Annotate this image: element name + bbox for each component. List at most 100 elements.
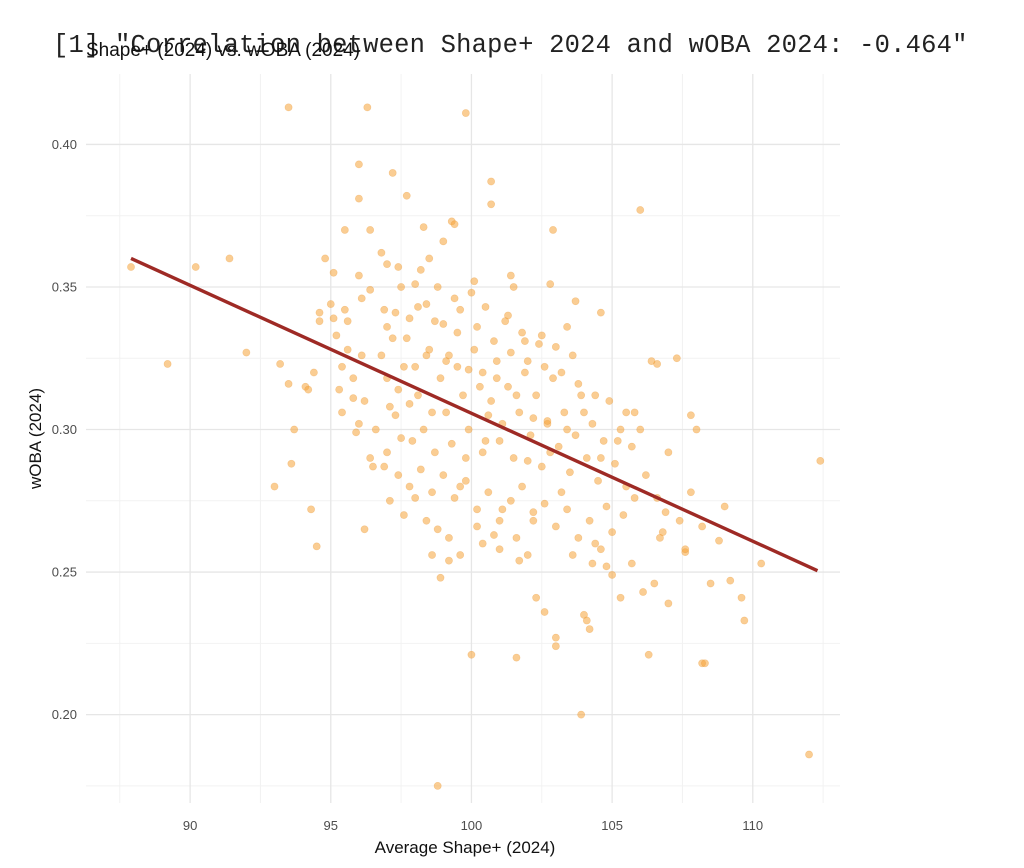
data-point <box>478 539 487 548</box>
data-point <box>357 294 366 303</box>
data-point <box>540 608 549 616</box>
data-point <box>484 411 493 420</box>
data-point <box>400 511 408 519</box>
data-point <box>419 425 428 434</box>
data-point <box>430 448 439 457</box>
data-point <box>445 533 453 542</box>
data-point <box>284 380 293 388</box>
data-point <box>726 576 735 585</box>
data-point <box>473 522 481 531</box>
data-point <box>532 593 541 602</box>
data-point <box>329 268 338 277</box>
data-point <box>532 391 541 400</box>
data-point <box>605 397 614 405</box>
data-point <box>242 348 251 357</box>
data-point <box>563 505 571 514</box>
data-point <box>546 280 555 289</box>
data-point <box>490 337 498 346</box>
data-point <box>490 531 498 539</box>
data-point <box>422 516 431 525</box>
data-point <box>335 385 344 394</box>
data-point <box>686 411 695 420</box>
data-point <box>520 368 529 377</box>
data-point <box>596 545 605 554</box>
data-point <box>549 374 557 383</box>
data-point <box>661 508 670 517</box>
data-point <box>385 496 394 505</box>
grid-minor-lines <box>86 74 840 803</box>
data-point <box>461 476 470 485</box>
data-point <box>551 642 560 651</box>
data-point <box>447 439 456 448</box>
data-point <box>608 571 617 579</box>
data-point <box>467 288 476 297</box>
data-point <box>338 408 346 417</box>
data-point <box>594 476 602 485</box>
data-points <box>127 103 825 790</box>
data-point <box>366 454 375 462</box>
data-point <box>450 294 459 303</box>
data-point <box>498 505 507 514</box>
data-point <box>191 263 200 271</box>
data-point <box>492 357 501 365</box>
data-point <box>509 454 518 462</box>
data-point <box>740 616 749 625</box>
y-axis-title: wOBA (2024) <box>26 388 45 490</box>
data-point <box>613 437 622 445</box>
data-point <box>805 750 813 759</box>
data-point <box>355 160 363 169</box>
data-point <box>470 345 479 354</box>
y-tick-label: 0.40 <box>52 137 77 152</box>
data-point <box>349 394 358 403</box>
data-point <box>473 322 481 331</box>
data-point <box>523 357 532 365</box>
data-point <box>414 303 422 311</box>
data-point <box>388 334 397 343</box>
data-point <box>366 226 375 234</box>
regression-line <box>130 256 819 573</box>
data-point <box>394 263 403 271</box>
data-point <box>332 331 341 340</box>
data-point <box>475 382 484 391</box>
data-point <box>596 308 605 317</box>
data-point <box>630 408 639 417</box>
data-point <box>312 542 321 551</box>
data-point <box>329 314 338 323</box>
data-point <box>360 525 369 534</box>
data-point <box>400 362 408 371</box>
data-point <box>574 380 583 388</box>
data-point <box>481 437 490 445</box>
data-point <box>540 499 549 508</box>
data-point <box>602 562 611 571</box>
data-point <box>574 533 583 542</box>
data-point <box>290 425 299 434</box>
data-point <box>568 551 577 559</box>
data-point <box>591 391 600 400</box>
data-point <box>439 237 448 246</box>
data-point <box>383 448 391 457</box>
data-point <box>309 368 318 377</box>
grid-major-lines <box>86 74 840 803</box>
data-point <box>315 317 324 326</box>
data-point <box>470 277 479 286</box>
data-point <box>675 516 684 525</box>
data-point <box>664 448 673 457</box>
data-point <box>599 437 608 445</box>
data-point <box>816 456 825 465</box>
data-point <box>501 317 510 326</box>
y-axis-ticks: 0.20 0.25 0.30 0.35 0.40 <box>52 137 77 722</box>
y-tick-label: 0.30 <box>52 422 77 437</box>
data-point <box>585 625 594 633</box>
data-point <box>270 482 279 491</box>
data-point <box>360 397 369 405</box>
data-point <box>380 462 389 471</box>
data-point <box>495 545 504 554</box>
data-point <box>380 305 389 314</box>
data-point <box>397 283 406 291</box>
data-point <box>453 362 462 371</box>
data-point <box>616 593 625 602</box>
y-tick-label: 0.20 <box>52 707 77 722</box>
data-point <box>411 280 420 289</box>
console-output-text: "Correlation between Shape+ 2024 and wOB… <box>115 31 968 60</box>
